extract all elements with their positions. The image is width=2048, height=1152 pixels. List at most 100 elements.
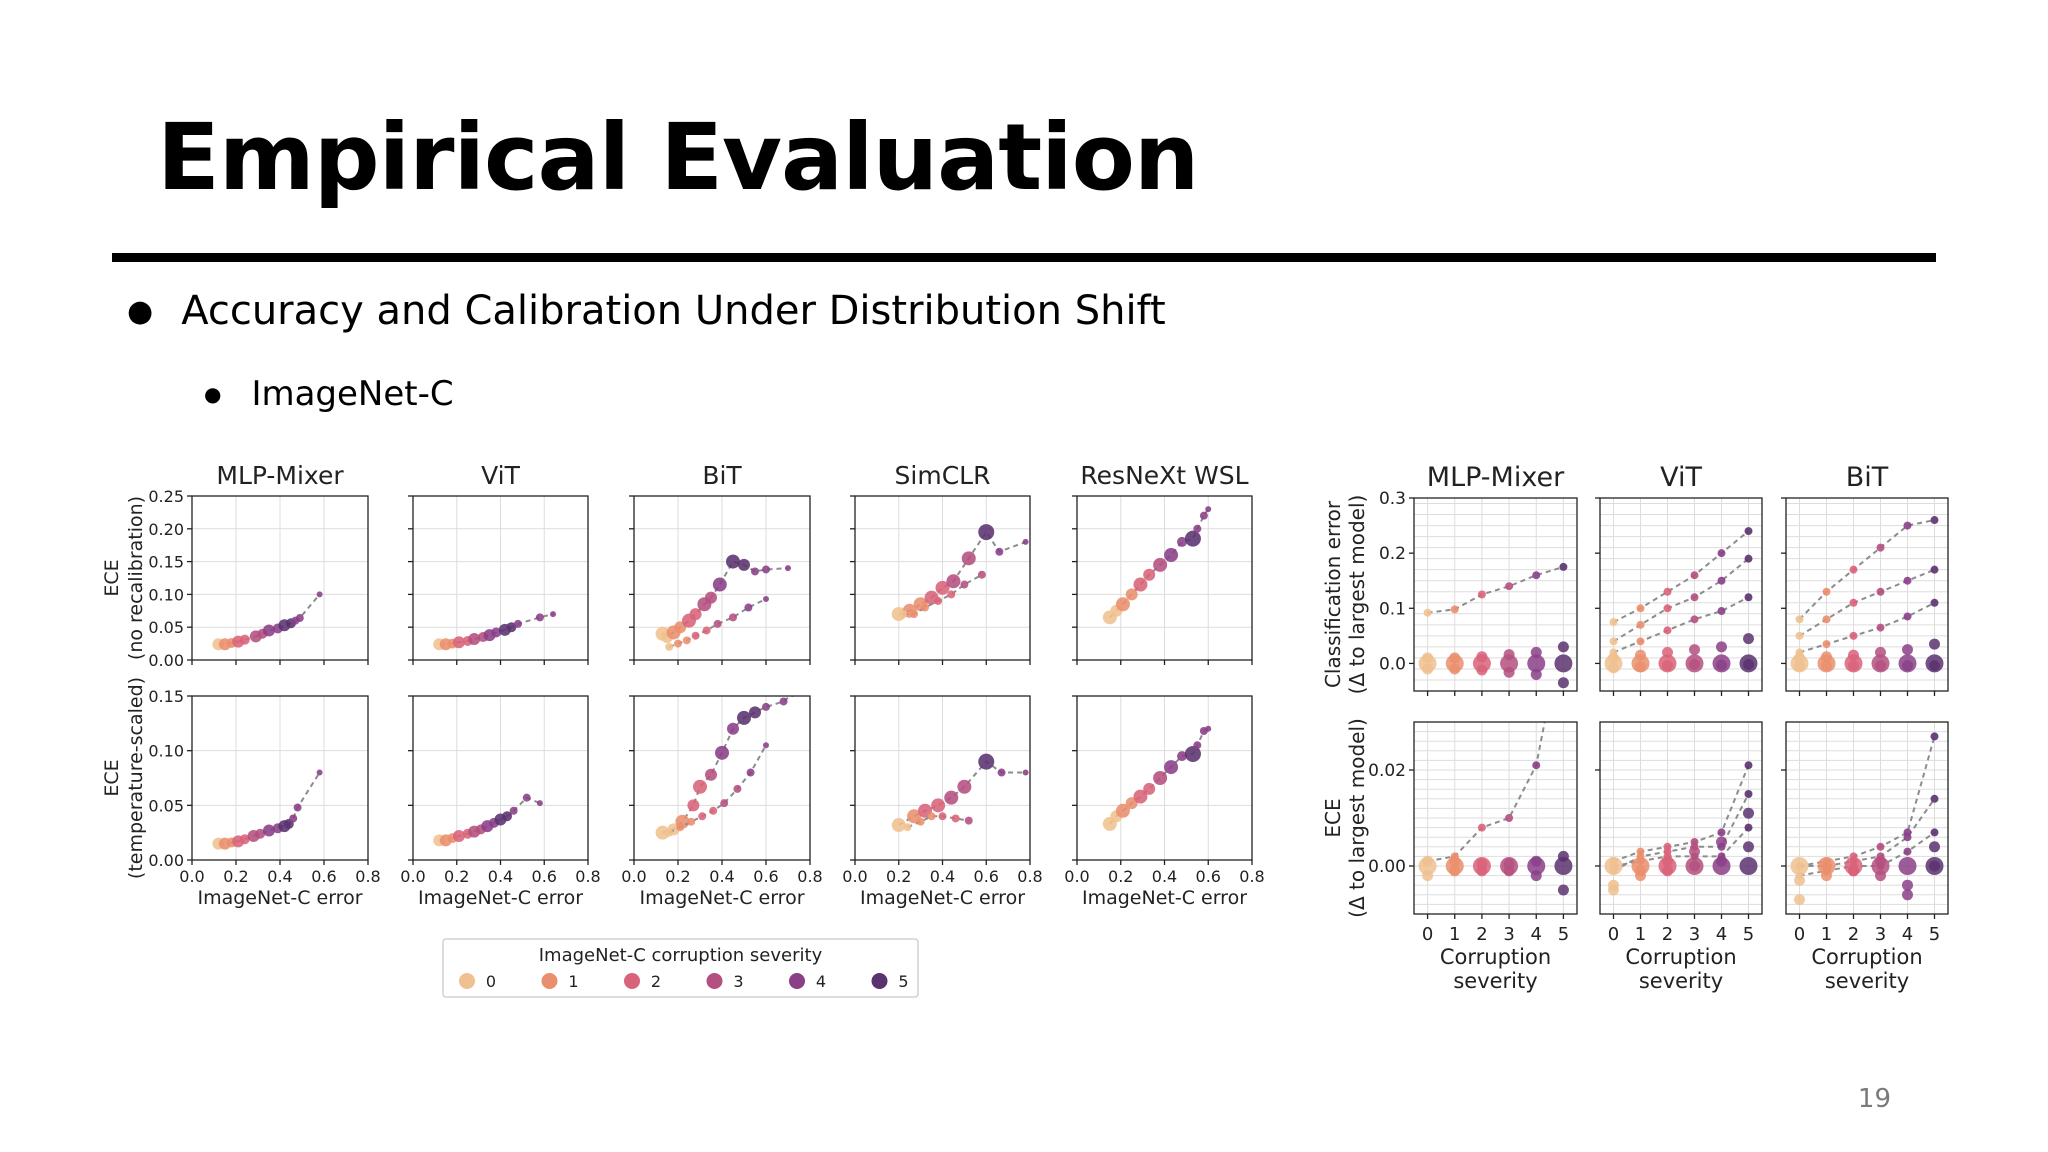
x-axis-label-line: severity <box>1825 969 1909 993</box>
panel-frame <box>412 695 589 861</box>
data-point <box>698 812 707 821</box>
data-point-largest-model <box>1790 857 1809 875</box>
data-point <box>655 825 670 840</box>
series-connector <box>1613 530 1750 623</box>
x-tick-label: 2 <box>1848 924 1859 945</box>
data-point <box>1532 761 1541 770</box>
y-axis-label-line: ECE <box>1321 798 1345 837</box>
y-tick-label: 0.10 <box>148 585 184 604</box>
data-point-largest-model <box>1445 857 1464 875</box>
legend-marker <box>459 973 475 989</box>
data-point <box>1876 543 1885 552</box>
data-point-largest-model <box>1898 857 1917 875</box>
data-point <box>491 627 502 638</box>
data-point <box>733 784 742 793</box>
x-axis-label-line: Corruption <box>1625 945 1736 969</box>
data-point <box>944 790 959 805</box>
panel-frame <box>1413 497 1578 692</box>
legend-label: 1 <box>568 972 578 991</box>
series-group <box>433 793 543 847</box>
data-point <box>1849 631 1858 640</box>
data-point <box>1184 745 1201 762</box>
x-axis-label: ImageNet-C error <box>1082 887 1247 909</box>
data-point <box>1744 593 1753 602</box>
data-point <box>763 742 769 749</box>
data-point <box>239 834 250 845</box>
data-point-largest-model <box>1685 654 1704 673</box>
data-point <box>263 824 275 837</box>
data-point <box>1744 527 1753 536</box>
panel-frame <box>1076 695 1253 861</box>
data-point <box>762 702 770 711</box>
data-point <box>749 706 761 719</box>
data-point <box>1795 615 1804 624</box>
x-tick-label: 1 <box>1821 924 1832 945</box>
series-group <box>1604 527 1758 674</box>
data-point <box>1205 506 1212 513</box>
y-tick-label: 0.2 <box>1379 544 1406 564</box>
data-point <box>1903 521 1912 530</box>
data-point-largest-model <box>1418 857 1437 875</box>
data-point <box>689 608 702 621</box>
data-point-largest-model <box>1844 654 1863 673</box>
y-axis-label-line: (Δ to largest model) <box>1345 718 1369 918</box>
series-group <box>1102 506 1212 625</box>
data-point <box>947 590 956 599</box>
series-group <box>212 591 323 651</box>
data-point <box>1450 605 1459 614</box>
data-point <box>691 631 700 640</box>
panel-frame <box>1076 495 1253 661</box>
data-point <box>899 610 908 619</box>
data-point <box>1902 644 1913 656</box>
data-point <box>1636 637 1645 646</box>
data-point <box>1164 548 1179 563</box>
data-point <box>1743 841 1754 853</box>
data-point <box>693 779 707 794</box>
y-tick-label: 0.3 <box>1379 489 1406 509</box>
panel-frame <box>1413 721 1578 915</box>
y-tick-label: 0.25 <box>148 487 184 506</box>
y-tick-label: 0.05 <box>148 796 184 815</box>
x-tick-label: 0.0 <box>621 867 646 886</box>
data-point <box>1423 608 1432 617</box>
data-point <box>1744 761 1753 770</box>
data-point <box>927 812 936 821</box>
panel-frame <box>1785 721 1949 915</box>
data-point <box>910 610 919 619</box>
bullet-dot-icon: ● <box>204 382 222 406</box>
data-point <box>1744 823 1753 832</box>
data-point <box>1663 604 1672 613</box>
data-point-largest-model <box>1658 654 1677 673</box>
data-point-largest-model <box>1554 857 1573 875</box>
y-tick-label: 0.05 <box>148 618 184 637</box>
x-axis-label-line: Corruption <box>1440 945 1551 969</box>
y-axis-label-line: (temperature-scaled) <box>125 677 147 879</box>
y-tick-label: 0.10 <box>148 742 184 761</box>
data-point <box>938 812 947 821</box>
x-tick-label: 3 <box>1875 924 1886 945</box>
data-point <box>1876 842 1885 851</box>
legend-label: 3 <box>733 972 743 991</box>
panel-frame <box>191 695 369 861</box>
data-point-largest-model <box>1554 654 1573 673</box>
data-point <box>921 603 929 612</box>
legend-marker <box>624 973 640 989</box>
data-point <box>502 811 513 822</box>
x-tick-label: 0.6 <box>753 867 778 886</box>
data-point <box>729 613 737 622</box>
legend-marker <box>789 973 805 989</box>
data-point <box>687 799 700 812</box>
x-tick-label: 0.8 <box>797 867 822 886</box>
data-point <box>289 814 298 823</box>
y-tick-label: 0.00 <box>148 651 184 670</box>
data-point <box>779 697 788 706</box>
data-point <box>1794 874 1805 886</box>
legend-marker <box>541 973 558 989</box>
x-axis-label-line: severity <box>1639 969 1723 993</box>
data-point <box>1193 741 1202 750</box>
data-point-largest-model <box>1898 654 1917 673</box>
data-point-largest-model <box>1712 654 1731 673</box>
data-point-largest-model <box>1871 654 1890 673</box>
panel-title: BiT <box>1846 462 1889 493</box>
x-tick-label: 0.4 <box>488 867 513 886</box>
